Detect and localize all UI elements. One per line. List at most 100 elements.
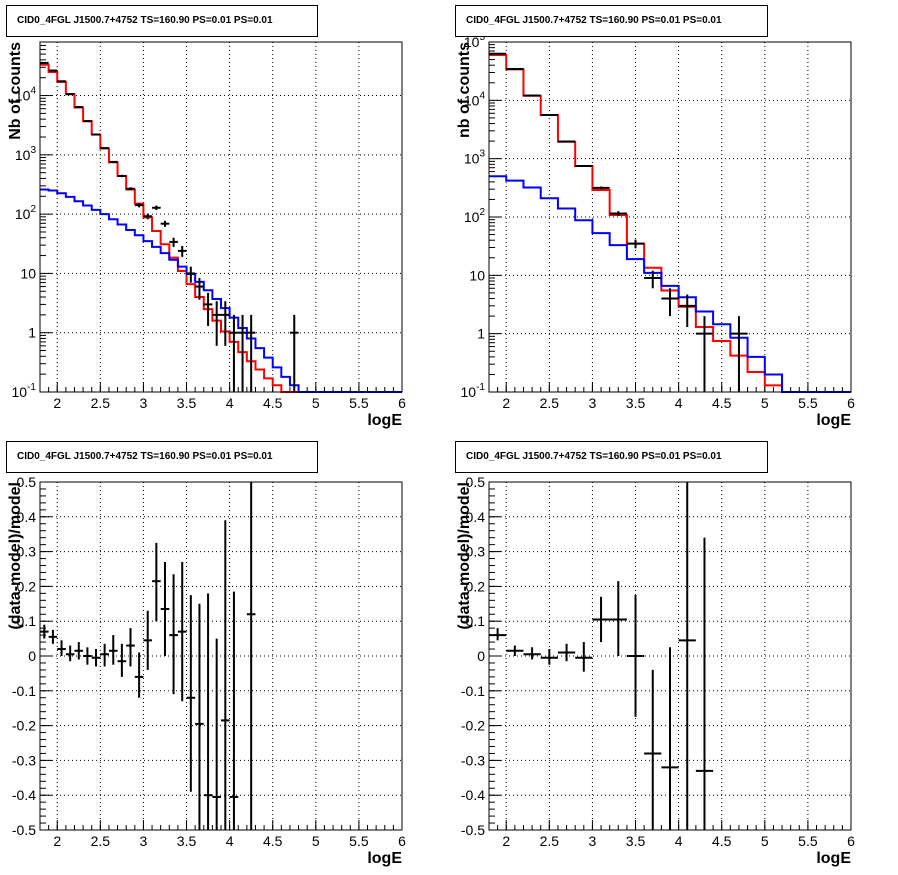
y-tick-label: 10 <box>20 265 36 281</box>
y-tick-label: -0.4 <box>12 787 36 803</box>
x-tick-label: 4 <box>675 395 683 411</box>
data-point <box>126 628 135 667</box>
data-point <box>91 133 101 136</box>
chart-title-0: CID0_4FGL J1500.7+4752 TS=160.90 PS=0.01… <box>6 5 318 37</box>
chart-title-3: CID0_4FGL J1500.7+4752 TS=160.90 PS=0.01… <box>455 441 768 473</box>
data-point <box>203 292 213 326</box>
y-tick-label: 0.4 <box>17 509 37 525</box>
y-axis-label: nb of counts <box>456 42 473 138</box>
data-point <box>177 562 187 702</box>
chart-panel-1: 2 2.5 3 3.5 4 4.5 5 5.5 6 10-1 1 10 102 103 104 105 logE… <box>456 32 855 429</box>
data-point <box>169 237 178 247</box>
y-tick-label: 10-1 <box>12 382 37 400</box>
data-point <box>229 591 239 830</box>
data-point <box>195 277 204 300</box>
x-tick-label: 3 <box>140 833 148 849</box>
data-point <box>65 645 75 662</box>
x-tick-label: 4.5 <box>712 833 732 849</box>
y-tick-label: 1 <box>28 325 36 341</box>
x-tick-label: 3.5 <box>626 395 646 411</box>
x-axis-label: logE <box>367 412 402 429</box>
y-tick-label: 0 <box>28 648 36 664</box>
x-tick-label: 5 <box>312 833 320 849</box>
y-tick-label: 0.3 <box>17 544 37 560</box>
y-tick-label: -0.5 <box>12 822 36 838</box>
y-tick-label: 0.2 <box>466 578 486 594</box>
y-tick-label: 10-1 <box>461 382 486 400</box>
x-axis-label: logE <box>816 412 851 429</box>
step-series-1 <box>40 188 402 393</box>
x-tick-label: 3.5 <box>626 833 646 849</box>
data-point <box>626 239 645 249</box>
y-tick-label: 102 <box>15 204 37 222</box>
chart-title-2: CID0_4FGL J1500.7+4752 TS=160.90 PS=0.01… <box>6 441 318 473</box>
step-series-0 <box>489 53 851 393</box>
y-tick-label: 103 <box>15 145 37 163</box>
y-tick-label: -0.2 <box>461 718 485 734</box>
x-tick-label: 5 <box>761 833 769 849</box>
data-point <box>575 642 593 672</box>
data-point <box>117 643 127 677</box>
x-axis-label: logE <box>816 850 851 867</box>
data-point <box>83 120 92 123</box>
x-tick-label: 4 <box>226 833 234 849</box>
data-point <box>540 649 558 665</box>
x-tick-label: 3.5 <box>177 833 197 849</box>
y-tick-label: 104 <box>464 90 486 108</box>
x-tick-label: 5 <box>761 395 769 411</box>
data-point <box>160 220 170 227</box>
data-point <box>83 647 92 665</box>
data-point <box>575 164 593 167</box>
y-tick-label: 0.5 <box>17 474 37 490</box>
y-tick-label: -0.3 <box>12 752 36 768</box>
data-point <box>100 643 109 667</box>
chart-panel-0: 2 2.5 3 3.5 4 4.5 5 5.5 6 10-1 1 10 102 103 104 logE Nb … <box>7 41 406 429</box>
x-tick-label: 6 <box>398 395 406 411</box>
y-tick-label: 0.4 <box>466 509 486 525</box>
x-tick-label: 4 <box>675 833 683 849</box>
plot-frame <box>39 481 403 831</box>
data-point <box>169 574 178 695</box>
x-tick-label: 2.5 <box>540 833 560 849</box>
y-axis-label: Nb of counts <box>7 42 24 140</box>
data-point <box>117 174 127 178</box>
y-tick-label: 0.3 <box>466 544 486 560</box>
data-point <box>152 542 161 622</box>
data-point <box>592 596 610 643</box>
x-tick-label: 4 <box>226 395 234 411</box>
x-tick-label: 6 <box>847 833 855 849</box>
y-tick-label: 0 <box>477 648 485 664</box>
data-point <box>238 314 247 392</box>
data-point <box>678 482 696 830</box>
y-tick-label: -0.3 <box>461 752 485 768</box>
chart-title-1: CID0_4FGL J1500.7+4752 TS=160.90 PS=0.01… <box>455 5 768 37</box>
data-point <box>644 270 662 289</box>
data-point <box>609 211 627 217</box>
step-series-1 <box>489 175 851 393</box>
data-point <box>229 314 239 392</box>
y-tick-label: 1 <box>477 326 485 342</box>
x-tick-label: 6 <box>398 833 406 849</box>
data-point <box>626 595 645 717</box>
data-point <box>195 603 204 830</box>
x-tick-label: 5.5 <box>798 833 818 849</box>
data-point <box>57 640 66 656</box>
y-tick-label: 0.5 <box>466 474 486 490</box>
x-tick-label: 5.5 <box>349 395 369 411</box>
plot-frame <box>39 41 403 393</box>
x-tick-label: 4.5 <box>263 833 283 849</box>
step-series-0 <box>40 63 402 393</box>
x-tick-label: 2.5 <box>540 395 560 411</box>
x-tick-label: 6 <box>847 395 855 411</box>
data-point <box>186 595 196 792</box>
data-point <box>678 294 696 328</box>
data-point <box>246 314 256 392</box>
plot-frame <box>488 481 852 831</box>
data-point <box>100 147 109 150</box>
x-tick-label: 2 <box>53 833 61 849</box>
data-point <box>48 629 58 644</box>
y-tick-label: 102 <box>464 207 486 225</box>
data-point <box>730 316 748 392</box>
x-tick-label: 4.5 <box>263 395 283 411</box>
